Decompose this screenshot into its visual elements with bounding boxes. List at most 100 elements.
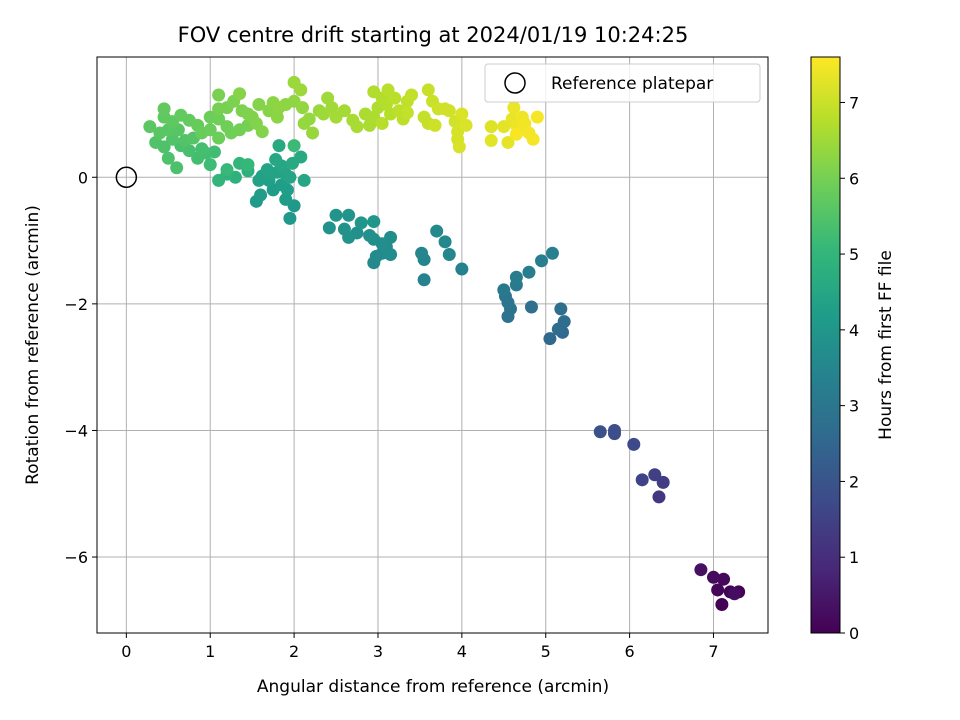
x-tick-label: 1 xyxy=(205,642,215,661)
data-point xyxy=(354,216,368,230)
x-tick-label: 5 xyxy=(541,642,551,661)
colorbar-tick-label: 6 xyxy=(849,169,859,188)
colorbar-tick-label: 2 xyxy=(849,472,859,491)
data-point xyxy=(484,134,498,148)
data-point xyxy=(656,475,670,489)
data-point xyxy=(509,127,523,141)
data-point xyxy=(593,425,607,439)
data-point xyxy=(287,139,301,153)
data-point xyxy=(438,102,452,116)
data-point xyxy=(203,158,217,172)
x-axis-ticks: 0 1 2 3 4 5 6 7 xyxy=(121,633,719,661)
data-point xyxy=(452,140,466,154)
data-point xyxy=(269,153,283,167)
legend-reference-marker xyxy=(504,72,526,94)
data-point xyxy=(635,473,649,487)
data-point xyxy=(342,208,356,222)
y-tick-label: −2 xyxy=(64,295,88,314)
data-point xyxy=(143,120,157,134)
data-point xyxy=(294,83,308,97)
data-point xyxy=(497,283,511,297)
data-point xyxy=(260,163,274,177)
colorbar-ticks: 0 1 2 3 4 5 6 7 xyxy=(840,93,859,643)
data-point xyxy=(428,118,442,132)
data-point xyxy=(322,221,336,235)
data-point xyxy=(715,598,729,612)
data-point xyxy=(507,101,521,115)
grid-lines xyxy=(97,57,768,633)
data-point xyxy=(295,101,309,115)
reference-platepar-marker xyxy=(115,166,138,189)
data-point xyxy=(727,587,741,601)
data-point xyxy=(329,208,343,222)
data-point xyxy=(153,126,167,140)
data-point xyxy=(694,563,708,577)
data-point xyxy=(212,131,226,145)
data-point xyxy=(212,88,226,102)
data-point xyxy=(212,173,226,187)
data-point xyxy=(501,135,515,149)
data-point xyxy=(442,247,456,261)
data-point xyxy=(220,163,234,177)
colorbar-tick-label: 4 xyxy=(849,321,859,340)
data-point xyxy=(203,123,217,137)
y-axis-ticks: −6 −4 −2 0 xyxy=(64,168,97,567)
x-tick-label: 4 xyxy=(457,642,467,661)
data-point xyxy=(455,107,469,121)
data-point xyxy=(711,583,725,597)
data-point xyxy=(337,104,351,118)
data-point xyxy=(706,570,720,584)
legend: Reference platepar xyxy=(484,63,761,103)
data-point xyxy=(608,423,622,437)
data-point xyxy=(254,188,268,202)
data-point xyxy=(421,83,435,97)
data-point xyxy=(363,228,377,242)
data-point xyxy=(459,118,473,132)
data-point xyxy=(652,490,666,504)
data-point xyxy=(283,211,297,225)
data-point xyxy=(212,112,226,126)
data-point xyxy=(294,150,308,164)
scatter-points xyxy=(143,75,746,612)
chart-title: FOV centre drift starting at 2024/01/19 … xyxy=(178,23,689,47)
data-point xyxy=(627,437,641,451)
colorbar xyxy=(810,56,841,634)
x-axis-title: Angular distance from reference (arcmin) xyxy=(257,677,609,697)
data-point xyxy=(161,151,175,165)
plot-area xyxy=(97,57,768,633)
data-point xyxy=(522,265,536,279)
colorbar-tick-label: 0 xyxy=(849,624,859,643)
data-point xyxy=(557,315,571,329)
data-point xyxy=(545,246,559,260)
data-point xyxy=(367,215,381,229)
data-point xyxy=(252,97,266,111)
legend-box xyxy=(484,63,761,103)
data-point xyxy=(405,88,419,102)
y-axis-title: Rotation from reference (arcmin) xyxy=(23,205,43,485)
x-tick-label: 3 xyxy=(373,642,383,661)
x-tick-label: 6 xyxy=(625,642,635,661)
y-tick-label: −6 xyxy=(64,548,88,567)
colorbar-tick-label: 1 xyxy=(849,548,859,567)
data-point xyxy=(509,270,523,284)
data-point xyxy=(272,139,286,153)
data-point xyxy=(415,246,429,260)
x-tick-label: 0 xyxy=(121,642,131,661)
data-point xyxy=(388,91,402,105)
data-point xyxy=(430,224,444,238)
data-point xyxy=(252,173,266,187)
data-point xyxy=(195,142,209,156)
data-point xyxy=(417,273,431,287)
data-point xyxy=(438,235,452,249)
reference-marker-group xyxy=(115,166,138,189)
colorbar-tick-label: 7 xyxy=(849,93,859,112)
data-point xyxy=(170,161,184,175)
data-point xyxy=(530,110,544,124)
data-point xyxy=(350,120,364,134)
data-point xyxy=(497,120,511,134)
data-point xyxy=(543,332,557,346)
data-point xyxy=(306,126,320,140)
colorbar-label: Hours from first FF file xyxy=(876,250,896,440)
y-tick-label: 0 xyxy=(78,168,88,187)
